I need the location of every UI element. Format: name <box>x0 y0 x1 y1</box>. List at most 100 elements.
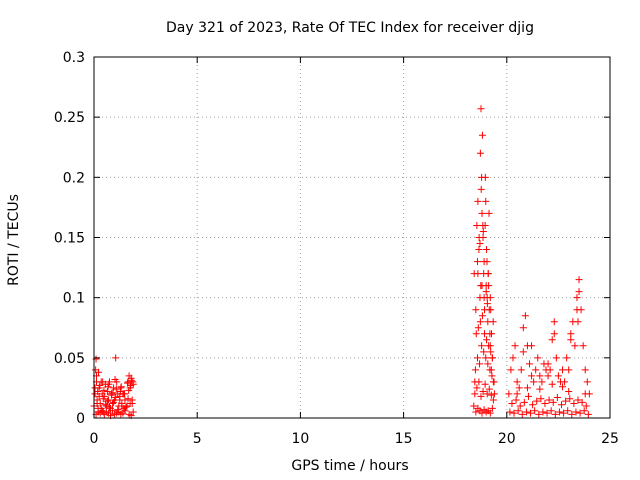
data-point <box>102 402 110 410</box>
data-point <box>548 336 556 344</box>
data-point <box>128 400 136 408</box>
data-point <box>474 324 482 332</box>
data-point <box>488 372 496 380</box>
data-point <box>519 324 527 332</box>
data-point <box>123 379 131 387</box>
data-point <box>505 390 513 398</box>
data-point <box>473 221 481 229</box>
data-point <box>121 390 129 398</box>
data-point <box>513 390 521 398</box>
data-point <box>484 270 492 278</box>
data-points <box>90 105 593 420</box>
data-point <box>523 384 531 392</box>
data-point <box>108 389 116 397</box>
data-point <box>480 294 488 302</box>
data-point <box>482 288 490 296</box>
data-point <box>100 386 108 394</box>
data-point <box>475 246 483 254</box>
data-point <box>510 409 518 417</box>
data-point <box>519 348 527 356</box>
data-point <box>581 390 589 398</box>
data-point <box>537 395 545 403</box>
data-point <box>547 407 555 415</box>
data-point <box>509 354 517 362</box>
data-point <box>522 408 530 416</box>
data-point <box>101 401 109 409</box>
data-point <box>515 384 523 392</box>
y-tick-label: 0 <box>76 411 85 427</box>
data-point <box>534 354 542 362</box>
data-point <box>573 294 581 302</box>
data-point <box>103 397 111 405</box>
data-point <box>550 318 558 326</box>
data-point <box>473 258 481 266</box>
data-point <box>485 342 493 350</box>
data-point <box>472 330 480 338</box>
data-point <box>546 366 554 374</box>
data-point <box>487 306 495 314</box>
data-point <box>561 378 569 386</box>
data-point <box>95 392 103 400</box>
data-point <box>533 397 541 405</box>
data-point <box>543 409 551 417</box>
y-tick-label: 0.3 <box>63 50 85 66</box>
data-point <box>116 388 124 396</box>
data-point <box>484 360 492 368</box>
data-point <box>477 185 485 193</box>
data-point <box>508 400 516 408</box>
data-point <box>579 342 587 350</box>
data-point <box>511 342 519 350</box>
data-point <box>483 300 491 308</box>
grid-lines <box>94 57 610 418</box>
data-point <box>111 375 119 383</box>
data-point <box>477 105 485 113</box>
data-point <box>535 410 543 418</box>
data-point <box>479 221 487 229</box>
data-point <box>545 396 553 404</box>
data-point <box>514 407 522 415</box>
data-point <box>483 390 491 398</box>
x-tick-label: 25 <box>601 431 619 447</box>
data-point <box>532 366 540 374</box>
data-point <box>483 336 491 344</box>
x-tick-label: 0 <box>90 431 99 447</box>
data-point <box>507 366 515 374</box>
data-point <box>565 366 573 374</box>
data-point <box>521 312 529 320</box>
data-point <box>95 368 103 376</box>
data-point <box>582 402 590 410</box>
data-point <box>584 410 592 418</box>
data-point <box>541 400 549 408</box>
x-tick-label: 5 <box>193 431 202 447</box>
data-point <box>517 366 525 374</box>
data-point <box>486 294 494 302</box>
data-point <box>513 378 521 386</box>
data-point <box>567 336 575 344</box>
data-point <box>557 401 565 409</box>
data-point <box>481 173 489 181</box>
data-point <box>128 377 136 385</box>
data-point <box>527 409 535 417</box>
data-point <box>531 407 539 415</box>
data-point <box>483 258 491 266</box>
data-point <box>559 383 567 391</box>
data-point <box>538 378 546 386</box>
data-point <box>570 400 578 408</box>
data-point <box>551 410 559 418</box>
data-point <box>474 270 482 278</box>
y-tick-label: 0.1 <box>63 291 85 307</box>
data-point <box>487 348 495 356</box>
data-point <box>575 276 583 284</box>
data-point <box>565 388 573 396</box>
data-point <box>93 400 101 408</box>
data-point <box>575 288 583 296</box>
data-point <box>539 408 547 416</box>
data-point <box>105 403 113 411</box>
data-point <box>478 209 486 217</box>
x-tick-label: 10 <box>291 431 309 447</box>
data-point <box>488 330 496 338</box>
data-point <box>526 360 534 368</box>
data-point <box>528 342 536 350</box>
data-point <box>562 397 570 405</box>
